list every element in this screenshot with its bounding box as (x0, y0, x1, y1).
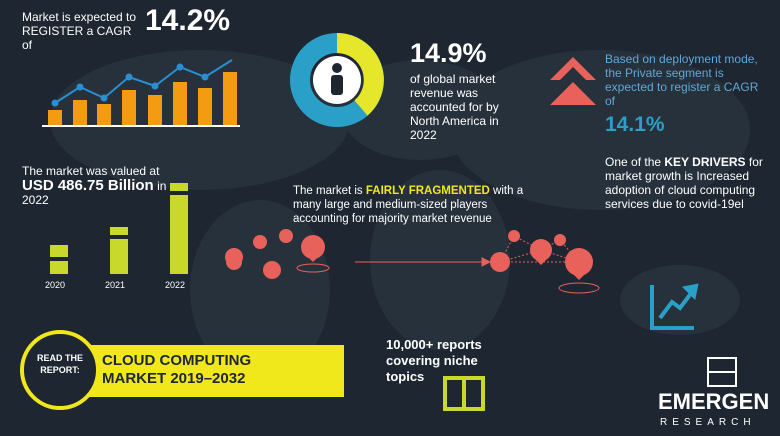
trend-icon (650, 283, 699, 330)
fragmentation-lead: The market is (293, 185, 363, 197)
world-map (50, 50, 750, 380)
drivers-text: One of the KEY DRIVERS for market growth… (605, 155, 775, 211)
cagr-value: 14.2% (145, 4, 231, 37)
valuation-lead: The market was valued at (22, 164, 160, 178)
drivers-highlight: KEY DRIVERS (664, 155, 746, 169)
year-label: 2020 (45, 280, 66, 290)
deployment-value: 14.1% (605, 113, 665, 136)
fragmentation-highlight: FAIRLY FRAGMENTED (365, 185, 490, 197)
year-label: 2021 (105, 280, 126, 290)
fragmentation-body: with a many large and medium-sized playe… (293, 185, 524, 225)
fragmentation-text: The market is FAIRLY FRAGMENTED with a m… (293, 184, 538, 226)
logo-name: EMERGEN (658, 389, 770, 414)
cta-badge (20, 330, 100, 410)
cagr-text: Market is expected to REGISTER a CAGR of (22, 10, 137, 52)
year-label: 2022 (165, 280, 186, 290)
pin-links (296, 235, 600, 294)
share-text: of global market revenue was accounted f… (410, 72, 499, 142)
reports-text: 10,000+ reports covering niche topics (386, 337, 482, 384)
valuation-in: in (157, 179, 167, 193)
valuation-year: 2022 (22, 193, 49, 207)
logo-sub: RESEARCH (660, 417, 756, 428)
logo-mark (707, 357, 737, 387)
book-icon (443, 376, 485, 411)
share-value: 14.9% (410, 38, 487, 68)
valuation-bars (50, 183, 188, 274)
growth-chart-icon (42, 59, 240, 127)
drivers-body: for market growth is Increased adoption … (605, 155, 763, 211)
valuation-value: USD 486.75 Billion (22, 177, 154, 194)
deployment-text: Based on deployment mode, the Private se… (605, 52, 759, 108)
drivers-lead: One of the (605, 155, 662, 169)
cta-badge-text[interactable]: READ THE REPORT: (36, 353, 83, 375)
cta-title[interactable]: CLOUD COMPUTING MARKET 2019–2032 (102, 352, 252, 387)
valuation-text: USD 486.75 Billion in 2022 (22, 177, 172, 207)
cta-box (88, 345, 344, 397)
donut-icon (290, 33, 384, 127)
growth-arrows (550, 57, 596, 105)
